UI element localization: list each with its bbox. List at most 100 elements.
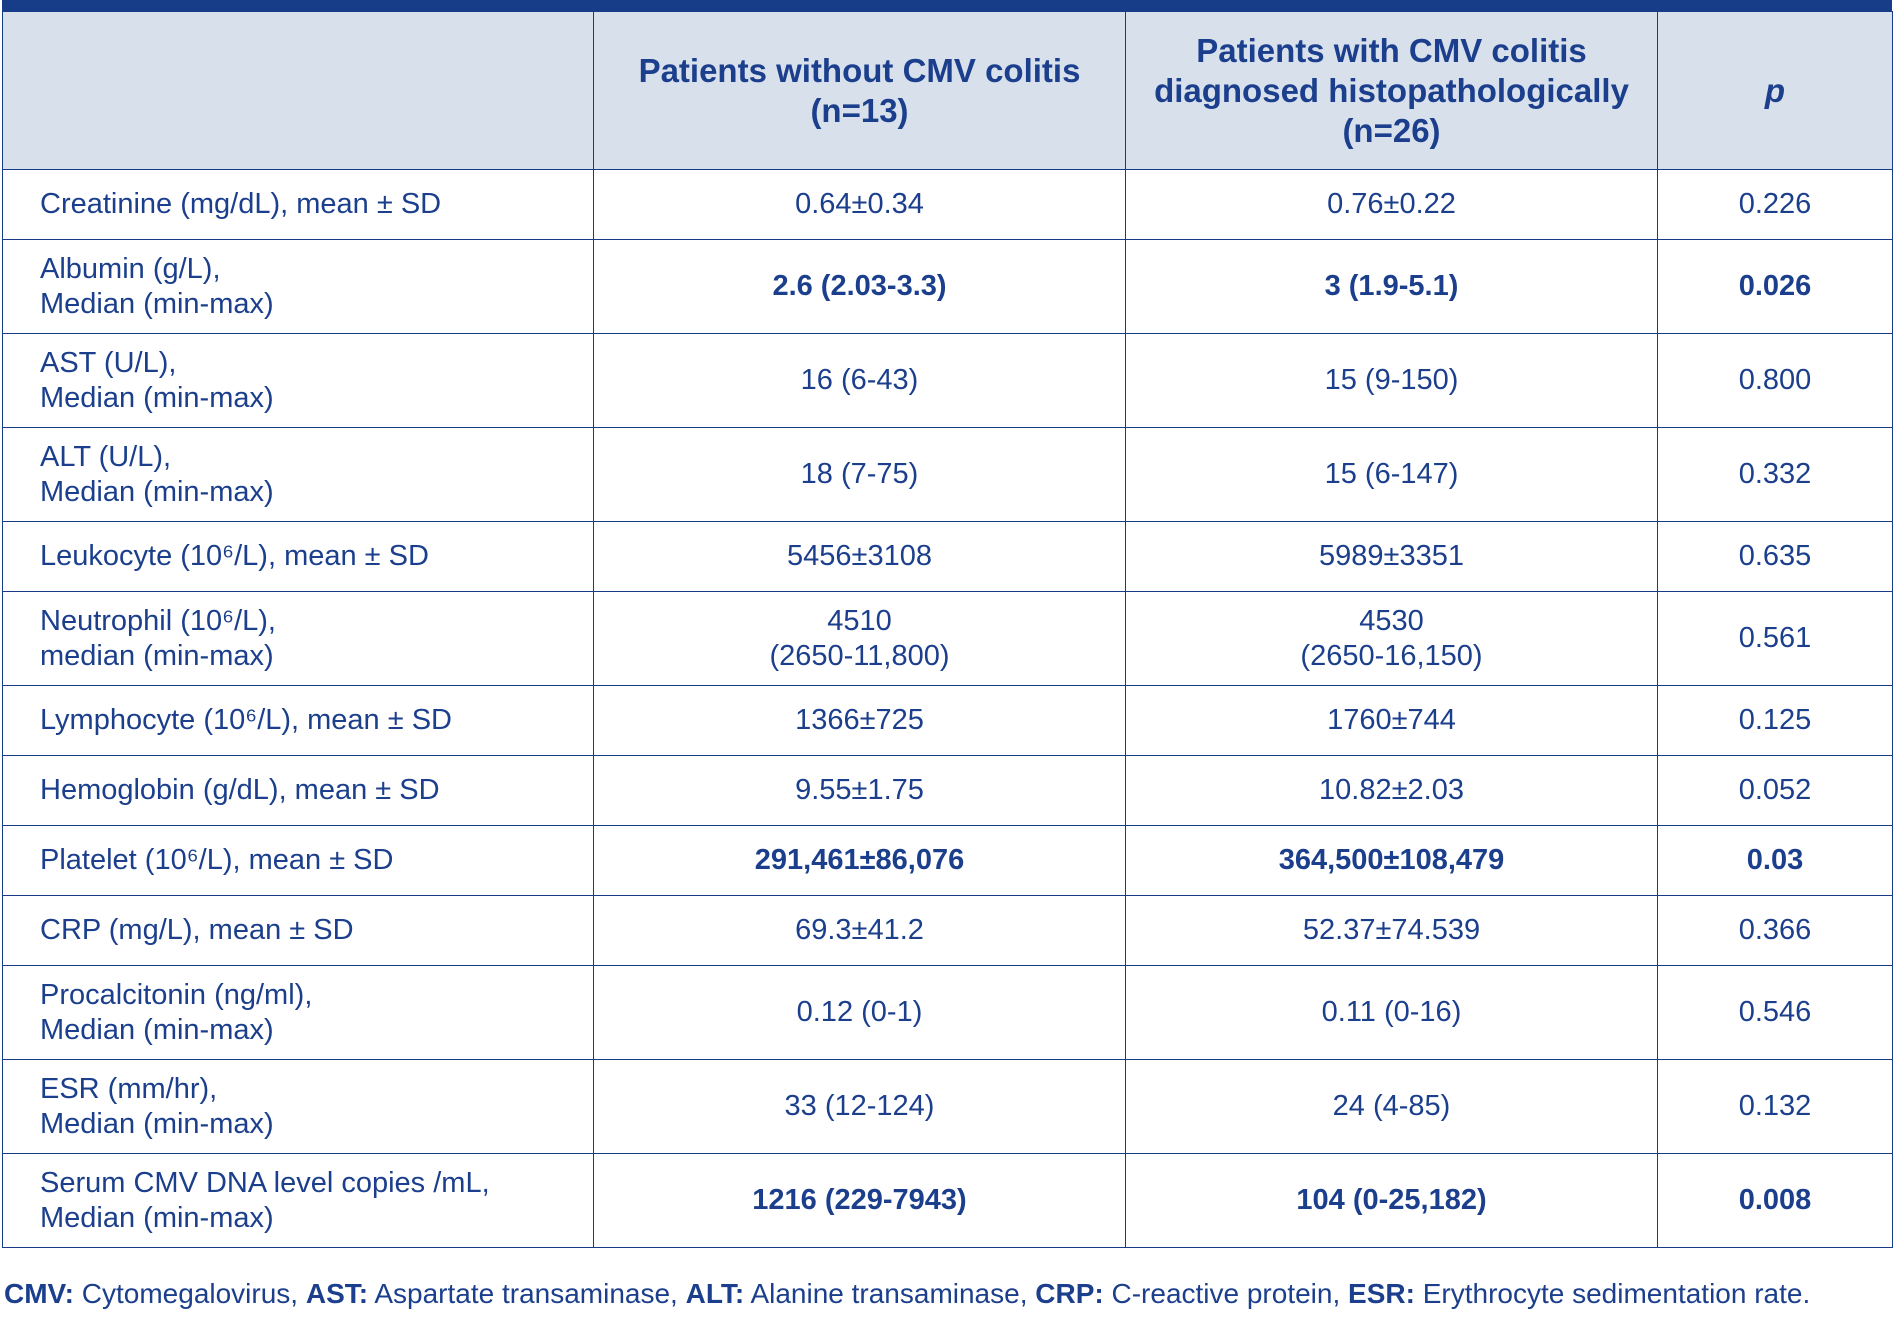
row-label: Neutrophil (10⁶/L), median (min-max) xyxy=(2,591,594,686)
value-with-cmv: 10.82±2.03 xyxy=(1125,755,1658,826)
header-with-cmv-subtitle: diagnosed histopathologically xyxy=(1154,71,1629,109)
p-value: 0.546 xyxy=(1657,965,1893,1060)
header-with-cmv-title: Patients with CMV colitis xyxy=(1196,31,1587,69)
row-label-line1: Creatinine (mg/dL), mean ± SD xyxy=(40,188,442,220)
row-label: ALT (U/L), Median (min-max) xyxy=(2,427,594,522)
row-label: CRP (mg/L), mean ± SD xyxy=(2,895,594,966)
p-value: 0.008 xyxy=(1657,1153,1893,1248)
p-value: 0.635 xyxy=(1657,521,1893,592)
lab-results-table: Patients without CMV colitis (n=13) Pati… xyxy=(2,11,1893,1248)
abbr-term: CMV: xyxy=(4,1278,74,1309)
value-with-cmv: 0.11 (0-16) xyxy=(1125,965,1658,1060)
abbr-definition: Aspartate transaminase, xyxy=(368,1278,686,1309)
p-value: 0.125 xyxy=(1657,685,1893,756)
p-value: 0.132 xyxy=(1657,1059,1893,1154)
row-label-line1: AST (U/L), xyxy=(40,346,177,379)
value-with-cmv: 1760±744 xyxy=(1125,685,1658,756)
row-label-line1: Albumin (g/L), xyxy=(40,252,221,285)
row-label-line1: Platelet (10⁶/L), mean ± SD xyxy=(40,844,394,876)
row-label-line1: Leukocyte (10⁶/L), mean ± SD xyxy=(40,540,429,572)
table-footnote: CMV: Cytomegalovirus, AST: Aspartate tra… xyxy=(4,1278,1810,1310)
table-row: Lymphocyte (10⁶/L), mean ± SD 1366±725 1… xyxy=(2,685,1893,756)
row-label-line2: Median (min-max) xyxy=(40,475,274,508)
row-label-line2: Median (min-max) xyxy=(40,381,274,414)
table-row: CRP (mg/L), mean ± SD 69.3±41.2 52.37±74… xyxy=(2,895,1893,966)
table-row: Procalcitonin (ng/ml), Median (min-max) … xyxy=(2,965,1893,1060)
value-without-cmv: 5456±3108 xyxy=(593,521,1126,592)
p-value: 0.332 xyxy=(1657,427,1893,522)
row-label-line2: Median (min-max) xyxy=(40,1201,274,1234)
p-value: 0.800 xyxy=(1657,333,1893,428)
table-row: AST (U/L), Median (min-max) 16 (6-43) 15… xyxy=(2,333,1893,428)
value-without-cmv: 33 (12-124) xyxy=(593,1059,1126,1154)
abbr-term: ESR: xyxy=(1348,1278,1415,1309)
table-row: Albumin (g/L), Median (min-max) 2.6 (2.0… xyxy=(2,239,1893,334)
abbr-term: CRP: xyxy=(1035,1278,1104,1309)
value-without-cmv: 0.64±0.34 xyxy=(593,169,1126,240)
value-without-cmv: 16 (6-43) xyxy=(593,333,1126,428)
table-row: ESR (mm/hr), Median (min-max) 33 (12-124… xyxy=(2,1059,1893,1154)
table-row: ALT (U/L), Median (min-max) 18 (7-75) 15… xyxy=(2,427,1893,522)
p-value: 0.03 xyxy=(1657,825,1893,896)
row-label: Platelet (10⁶/L), mean ± SD xyxy=(2,825,594,896)
value-with-cmv: 4530 (2650-16,150) xyxy=(1125,591,1658,686)
row-label-line1: Lymphocyte (10⁶/L), mean ± SD xyxy=(40,704,453,736)
row-label-line2: Median (min-max) xyxy=(40,1107,274,1140)
value-without-cmv: 18 (7-75) xyxy=(593,427,1126,522)
value-without-cmv: 4510 (2650-11,800) xyxy=(593,591,1126,686)
value-without-cmv: 1366±725 xyxy=(593,685,1126,756)
value-with-cmv: 52.37±74.539 xyxy=(1125,895,1658,966)
p-value: 0.026 xyxy=(1657,239,1893,334)
row-label-line2: median (min-max) xyxy=(40,639,274,672)
abbr-definition: Alanine transaminase, xyxy=(744,1278,1036,1309)
header-with-cmv-n: (n=26) xyxy=(1342,111,1441,149)
row-label: Creatinine (mg/dL), mean ± SD xyxy=(2,169,594,240)
row-label-line2: Median (min-max) xyxy=(40,1013,274,1046)
row-label-line1: Neutrophil (10⁶/L), xyxy=(40,604,276,637)
header-without-cmv: Patients without CMV colitis (n=13) xyxy=(593,11,1126,170)
row-label-line1: Procalcitonin (ng/ml), xyxy=(40,978,313,1011)
header-without-cmv-n: (n=13) xyxy=(810,91,909,129)
value-line1: 4510 xyxy=(827,604,892,637)
value-without-cmv: 9.55±1.75 xyxy=(593,755,1126,826)
value-with-cmv: 15 (6-147) xyxy=(1125,427,1658,522)
header-row: Patients without CMV colitis (n=13) Pati… xyxy=(2,11,1893,170)
table-top-rule xyxy=(2,0,1892,11)
value-with-cmv: 5989±3351 xyxy=(1125,521,1658,592)
p-value: 0.226 xyxy=(1657,169,1893,240)
value-without-cmv: 2.6 (2.03-3.3) xyxy=(593,239,1126,334)
value-without-cmv: 1216 (229-7943) xyxy=(593,1153,1126,1248)
value-with-cmv: 104 (0-25,182) xyxy=(1125,1153,1658,1248)
p-value: 0.366 xyxy=(1657,895,1893,966)
row-label-line1: CRP (mg/L), mean ± SD xyxy=(40,914,354,946)
value-with-cmv: 15 (9-150) xyxy=(1125,333,1658,428)
value-without-cmv: 0.12 (0-1) xyxy=(593,965,1126,1060)
table-row: Leukocyte (10⁶/L), mean ± SD 5456±3108 5… xyxy=(2,521,1893,592)
header-with-cmv: Patients with CMV colitis diagnosed hist… xyxy=(1125,11,1658,170)
row-label-line1: Serum CMV DNA level copies /mL, xyxy=(40,1166,490,1199)
header-p-value: p xyxy=(1657,11,1893,170)
row-label: Serum CMV DNA level copies /mL, Median (… xyxy=(2,1153,594,1248)
header-without-cmv-title: Patients without CMV colitis xyxy=(638,51,1081,89)
value-with-cmv: 364,500±108,479 xyxy=(1125,825,1658,896)
row-label: Lymphocyte (10⁶/L), mean ± SD xyxy=(2,685,594,756)
table-row: Hemoglobin (g/dL), mean ± SD 9.55±1.75 1… xyxy=(2,755,1893,826)
value-without-cmv: 291,461±86,076 xyxy=(593,825,1126,896)
value-with-cmv: 3 (1.9-5.1) xyxy=(1125,239,1658,334)
row-label-line2: Median (min-max) xyxy=(40,287,274,320)
table-row: Platelet (10⁶/L), mean ± SD 291,461±86,0… xyxy=(2,825,1893,896)
table-row: Serum CMV DNA level copies /mL, Median (… xyxy=(2,1153,1893,1248)
row-label-line1: ALT (U/L), xyxy=(40,440,172,473)
table-row: Neutrophil (10⁶/L), median (min-max) 451… xyxy=(2,591,1893,686)
abbr-term: AST: xyxy=(305,1278,369,1309)
p-value: 0.561 xyxy=(1657,591,1893,686)
value-line2: (2650-11,800) xyxy=(769,639,950,672)
row-label: AST (U/L), Median (min-max) xyxy=(2,333,594,428)
value-with-cmv: 0.76±0.22 xyxy=(1125,169,1658,240)
table-container: Patients without CMV colitis (n=13) Pati… xyxy=(2,0,1893,1248)
p-value: 0.052 xyxy=(1657,755,1893,826)
value-line1: 4530 xyxy=(1359,604,1424,637)
value-line2: (2650-16,150) xyxy=(1300,639,1483,672)
header-empty xyxy=(2,11,594,170)
value-without-cmv: 69.3±41.2 xyxy=(593,895,1126,966)
